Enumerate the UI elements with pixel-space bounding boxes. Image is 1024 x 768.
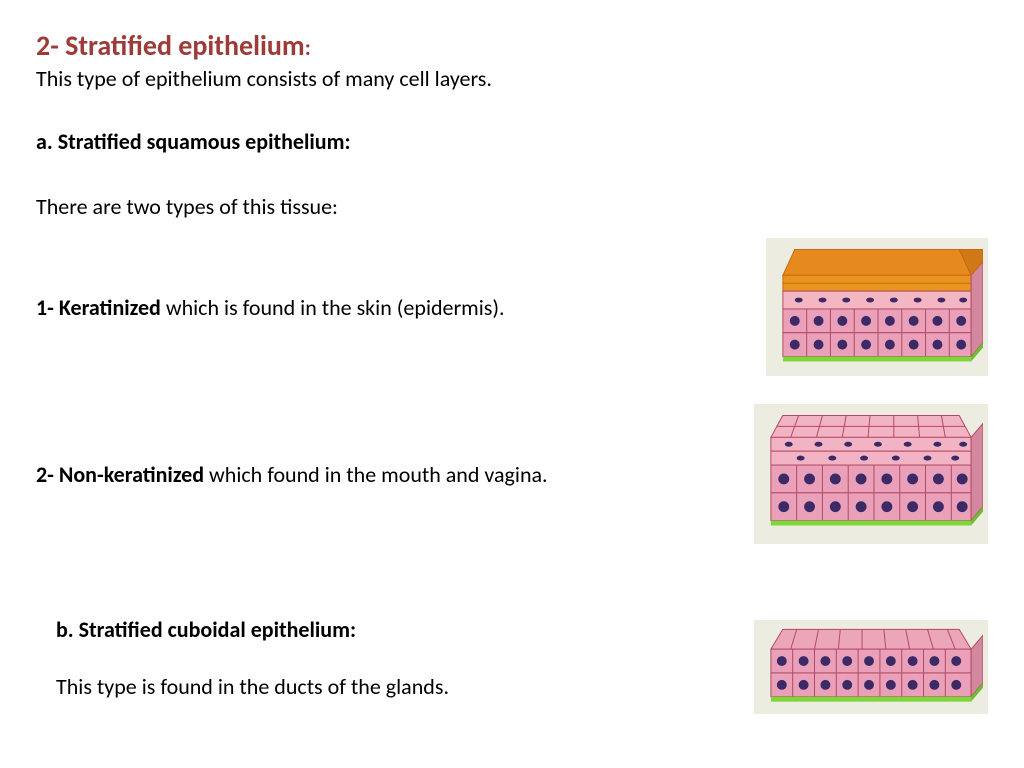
section-b-heading: b. Stratified cuboidal epithelium: [56, 616, 616, 643]
item1-rest: which is found in the skin (epidermis). [161, 294, 505, 321]
section-b-block: b. Stratified cuboidal epithelium: This … [56, 616, 616, 700]
tissue-block-icon [759, 623, 983, 709]
section-b-desc: This type is found in the ducts of the g… [56, 673, 616, 700]
row-keratinized: 1- Keratinized which is found in the ski… [36, 238, 988, 376]
title-colon: : [305, 34, 311, 61]
section-a-heading: a. Stratified squamous epithelium: [36, 128, 988, 155]
item1-text: 1- Keratinized which is found in the ski… [36, 294, 505, 321]
diagram-keratinized [766, 238, 988, 376]
intro-text: This type of epithelium consists of many… [36, 65, 988, 92]
row-nonkeratinized: 2- Non-keratinized which found in the mo… [36, 404, 988, 544]
tissue-block-icon [759, 407, 983, 539]
diagram-cuboidal [754, 620, 988, 714]
item2-rest: which found in the mouth and vagina. [204, 461, 548, 488]
item1-bold: 1- Keratinized [36, 294, 161, 321]
item2-bold: 2- Non-keratinized [36, 461, 204, 488]
section-a-subtext: There are two types of this tissue: [36, 193, 988, 220]
page-title: 2- Stratified epithelium [36, 28, 305, 63]
item2-text: 2- Non-keratinized which found in the mo… [36, 461, 548, 488]
diagram-nonkeratinized [754, 404, 988, 544]
title-block: 2- Stratified epithelium: This type of e… [36, 28, 988, 92]
tissue-block-icon [771, 241, 983, 371]
